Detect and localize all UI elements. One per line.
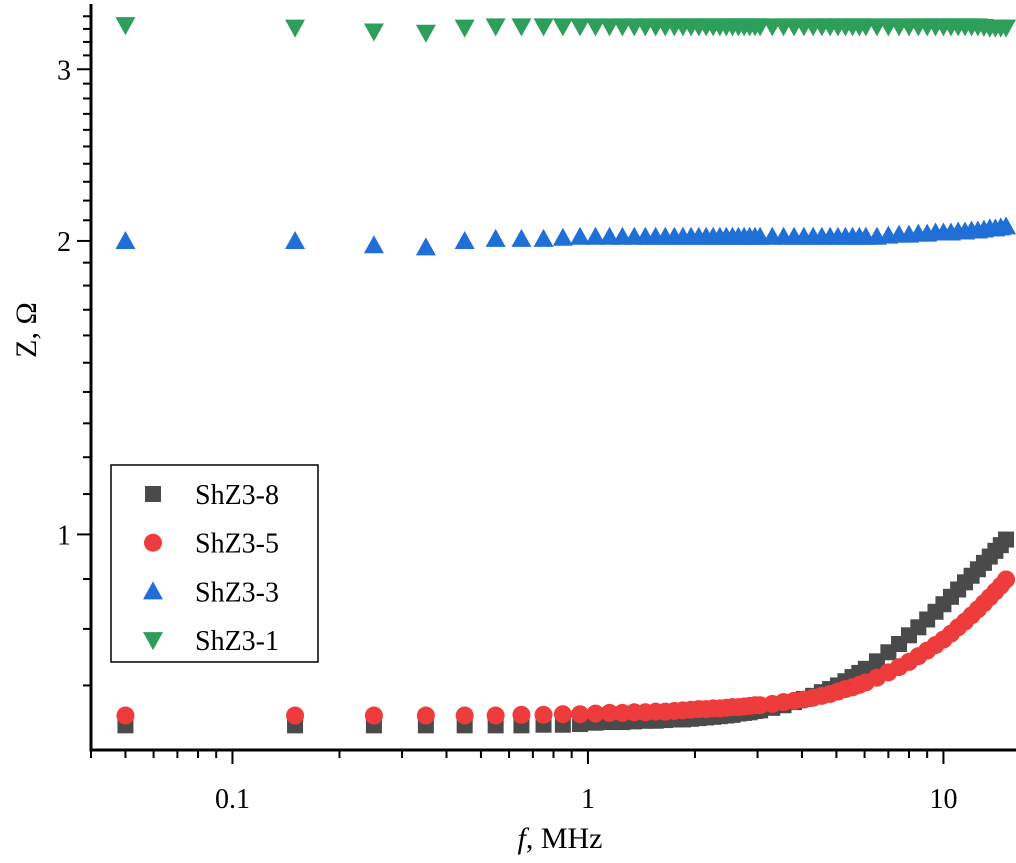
x-axis-label: f, MHz (518, 822, 603, 855)
y-tick-label: 1 (57, 520, 71, 551)
data-point (485, 18, 506, 37)
axes: 0.1 1 10 1 2 3 (57, 4, 1016, 815)
data-point (570, 226, 591, 245)
legend-label: ShZ3-8 (195, 480, 279, 511)
data-point (455, 706, 474, 725)
data-point (998, 531, 1015, 548)
data-point (454, 230, 475, 249)
data-point (552, 227, 573, 246)
plot-area (115, 17, 1016, 734)
legend-label: ShZ3-1 (195, 626, 279, 657)
legend-label: ShZ3-3 (195, 577, 279, 608)
x-tick-label: 10 (929, 784, 957, 815)
data-point (115, 230, 136, 249)
data-point (512, 705, 531, 724)
data-point (534, 705, 553, 724)
data-point (996, 19, 1016, 38)
data-point (996, 216, 1016, 235)
data-point (585, 18, 606, 37)
legend-marker (145, 486, 161, 502)
data-point (586, 704, 605, 723)
series-shz3-3 (115, 216, 1016, 256)
data-point (600, 703, 619, 722)
x-tick-label: 1 (581, 784, 595, 815)
series-shz3-5 (116, 570, 1016, 725)
data-point (511, 228, 532, 247)
data-point (599, 18, 620, 37)
data-point (599, 226, 620, 245)
data-point (364, 706, 383, 725)
data-point (285, 19, 306, 38)
y-axis-label: Z, Ω (10, 302, 43, 358)
data-point (454, 19, 475, 38)
legend-marker (143, 581, 163, 600)
y-tick-label: 3 (57, 55, 71, 86)
data-point (415, 237, 436, 256)
x-tick-label: 0.1 (215, 784, 250, 815)
data-point (485, 228, 506, 247)
data-point (115, 17, 136, 36)
data-point (363, 235, 384, 254)
data-point (585, 226, 606, 245)
legend-label: ShZ3-5 (195, 529, 279, 560)
data-point (571, 705, 590, 724)
data-point (570, 18, 591, 37)
data-point (416, 706, 435, 725)
y-tick-label: 2 (57, 227, 71, 258)
data-point (533, 18, 554, 37)
data-point (511, 18, 532, 37)
legend-marker (143, 632, 163, 651)
data-point (533, 228, 554, 247)
data-point (286, 706, 305, 725)
legend: ShZ3-8 ShZ3-5 ShZ3-3 ShZ3-1 (110, 464, 319, 663)
data-point (553, 705, 572, 724)
data-point (997, 570, 1016, 589)
data-point (415, 24, 436, 43)
data-point (363, 23, 384, 42)
data-point (552, 18, 573, 37)
data-point (116, 706, 135, 725)
data-point (486, 706, 505, 725)
data-point (285, 230, 306, 249)
x-axis-label-unit: , MHz (526, 822, 603, 855)
series-shz3-1 (115, 17, 1016, 43)
legend-marker (144, 533, 162, 552)
